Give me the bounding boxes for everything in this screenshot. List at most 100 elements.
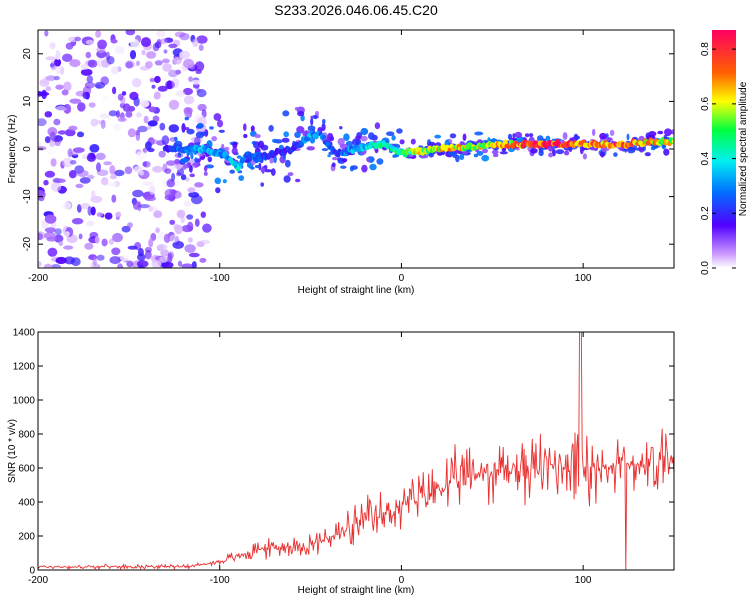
spectral-blob [399,139,405,145]
spectral-blob [192,162,201,167]
spectral-blob [257,140,265,149]
noise-blob [173,57,182,65]
colorbar: 0.0 0.2 0.4 0.6 0.8 Normalized spectral ampl… [700,30,749,275]
ridge-point [671,138,674,144]
spectral-blob [203,171,208,176]
noise-blob [44,227,57,233]
noise-blob [53,234,64,243]
spectral-blob [657,130,664,135]
x-tick-label: -100 [210,575,230,586]
noise-blob [76,169,89,178]
y-tick-label: 0 [22,146,33,152]
noise-blob [68,125,78,131]
noise-blob [135,131,141,141]
snr-frame [37,331,675,571]
spectral-blob [194,157,198,164]
spectral-blob [260,167,266,173]
y-tick-label: 1400 [13,328,36,339]
noise-blob [61,201,72,210]
spectral-blob [214,177,222,185]
noise-blob [140,37,152,48]
spectral-blob [296,126,305,134]
noise-blob [141,49,146,56]
noise-blob [114,169,125,177]
spectral-blob [476,150,484,156]
noise-blob [85,39,95,45]
noise-blob [125,111,133,118]
snr-background [38,332,674,570]
spectral-blob [221,143,225,150]
spectral-blob [190,152,194,160]
noise-blob [144,195,156,202]
x-tick-label: 100 [575,273,592,284]
colorbar-tick-label: 0.4 [700,151,711,165]
spectral-blob [287,172,294,177]
noise-blob [127,128,136,138]
noise-blob [135,151,147,161]
noise-blob [38,91,43,97]
noise-blob [149,77,155,83]
noise-blob [108,110,118,117]
y-tick-label: 600 [18,464,35,475]
noise-blob [76,131,85,138]
spectral-blob [545,135,551,142]
spectral-blob [196,158,202,163]
spectral-blob [644,152,651,157]
noise-blob [69,160,77,165]
spectral-blob [350,165,358,170]
noise-blob [84,81,95,89]
noise-blob [78,233,83,240]
noise-blob [44,170,56,178]
noise-blob [110,39,118,44]
noise-blob [115,46,125,54]
noise-blob [111,194,117,203]
spectral-blob [207,156,213,163]
noise-blob [38,261,42,267]
noise-blob [82,91,90,100]
noise-blob [148,206,154,212]
noise-blob [114,180,120,187]
noise-blob [69,59,81,68]
noise-blob [108,238,114,245]
spectral-blob [360,135,368,142]
spectral-blob [355,135,362,140]
spectral-blob [501,147,507,152]
noise-blob [166,160,177,166]
spectral-blob [186,162,191,167]
spectral-blob [295,178,301,183]
noise-blob [198,44,204,51]
spectral-blob [294,131,301,138]
noise-blob [168,69,179,78]
noise-blob [163,49,168,54]
spectral-blob [340,165,347,169]
spectral-blob [599,132,607,140]
spectral-blob [258,162,262,171]
spectral-blob [211,136,218,142]
x-tick-label: 0 [399,273,405,284]
noise-blob [99,102,108,110]
spectral-blob [206,140,213,149]
spectral-blob [360,127,369,136]
noise-blob [84,242,94,250]
noise-blob [155,227,160,233]
noise-blob [169,234,180,243]
noise-blob [96,254,105,261]
snr-xlabel: Height of straight line (km) [298,585,415,596]
spectral-blob [215,187,221,194]
colorbar-label: Normalized spectral amplitude [738,81,749,216]
noise-blob [38,232,44,241]
noise-blob [49,42,56,50]
noise-blob [112,232,123,243]
noise-blob [55,84,64,90]
spectral-blob [222,179,227,184]
noise-blob [200,211,206,218]
spectral-blob [562,132,568,140]
noise-blob [45,75,57,81]
noise-blob [80,63,89,71]
spectral-blob [307,125,316,132]
spectral-blob [236,155,242,159]
noise-blob [143,115,149,124]
snr-marks [38,332,674,570]
